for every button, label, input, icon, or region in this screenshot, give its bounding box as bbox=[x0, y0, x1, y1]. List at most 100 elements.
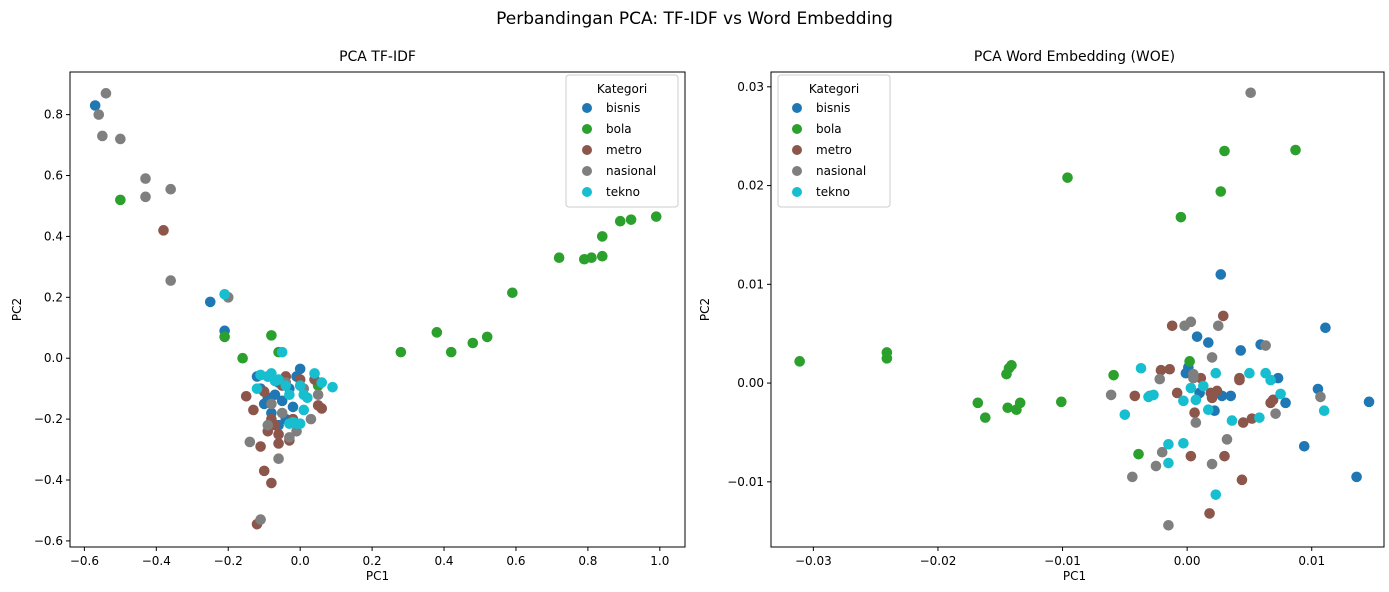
woe-point-bola bbox=[1006, 359, 1017, 371]
tfidf-point-nasional bbox=[165, 275, 177, 286]
tfidf-point-bisnis bbox=[89, 100, 101, 111]
tfidf-legend-marker-tekno bbox=[582, 187, 592, 197]
tfidf-x-tick-label: −0.6 bbox=[70, 554, 99, 568]
tfidf-point-nasional bbox=[284, 432, 295, 443]
woe-point-metro bbox=[1171, 387, 1183, 399]
tfidf-point-bola bbox=[219, 331, 230, 343]
woe-point-tekno bbox=[1178, 438, 1189, 449]
tfidf-ticks: −0.6 −0.4 −0.2 0.0 0.2 0.4 0.6 0.8 1.0 −0.6 −0.4 −0… bbox=[34, 108, 670, 568]
tfidf-legend-frame bbox=[565, 74, 679, 208]
woe-point-tekno bbox=[1275, 388, 1286, 400]
tfidf-x-tick-label: 0.4 bbox=[434, 554, 453, 568]
tfidf-point-tekno bbox=[327, 381, 338, 393]
tfidf-point-metro bbox=[273, 438, 284, 449]
tfidf-legend-marker-metro bbox=[582, 145, 592, 155]
tfidf-point-nasional bbox=[93, 109, 105, 120]
tfidf-point-tekno bbox=[298, 404, 310, 416]
woe-point-nasional bbox=[1206, 352, 1218, 363]
tfidf-legend: Kategori bisnis bola metro nasional tekno bbox=[565, 74, 679, 208]
woe-point-tekno bbox=[1190, 394, 1202, 406]
woe-point-bisnis bbox=[1191, 331, 1203, 342]
tfidf-point-tekno bbox=[280, 380, 292, 391]
tfidf-point-nasional bbox=[140, 173, 151, 184]
tfidf-x-tick-label: −0.4 bbox=[142, 554, 171, 568]
woe-point-tekno bbox=[1226, 415, 1238, 426]
woe-legend-marker-metro bbox=[792, 145, 802, 155]
tfidf-point-nasional bbox=[255, 514, 266, 525]
woe-point-bola bbox=[1056, 396, 1067, 408]
tfidf-point-tekno bbox=[316, 377, 328, 388]
tfidf-points bbox=[89, 88, 662, 530]
woe-point-nasional bbox=[1206, 458, 1218, 470]
woe-point-metro bbox=[1189, 407, 1200, 418]
woe-legend-label-metro: metro bbox=[816, 143, 852, 157]
tfidf-point-metro bbox=[273, 429, 284, 440]
tfidf-point-tekno bbox=[309, 368, 320, 379]
tfidf-point-tekno bbox=[251, 383, 263, 394]
tfidf-point-bola bbox=[395, 346, 407, 358]
woe-points bbox=[794, 87, 1375, 531]
woe-point-metro bbox=[1185, 450, 1197, 462]
tfidf-point-bola bbox=[445, 346, 457, 358]
tfidf-plot-frame bbox=[69, 71, 686, 548]
woe-chart-title: PCA Word Embedding (WOE) bbox=[974, 49, 1175, 65]
tfidf-y-tick-label: 0.0 bbox=[44, 351, 63, 365]
tfidf-point-tekno bbox=[294, 380, 306, 391]
tfidf-point-nasional bbox=[244, 436, 256, 448]
tfidf-point-bola bbox=[431, 327, 443, 338]
woe-point-bola bbox=[1175, 211, 1187, 223]
woe-point-metro bbox=[1166, 320, 1178, 332]
tfidf-point-nasional bbox=[276, 407, 288, 419]
tfidf-point-bola bbox=[596, 250, 608, 262]
tfidf-point-bisnis bbox=[287, 401, 299, 413]
woe-point-bisnis bbox=[1215, 269, 1227, 280]
woe-point-metro bbox=[1219, 450, 1230, 462]
tfidf-point-nasional bbox=[115, 133, 126, 145]
tfidf-point-nasional bbox=[312, 389, 324, 401]
woe-point-bisnis bbox=[1203, 337, 1214, 348]
woe-x-axis-label: PC1 bbox=[1063, 569, 1086, 583]
tfidf-point-nasional bbox=[266, 398, 277, 410]
woe-point-nasional bbox=[1127, 471, 1138, 483]
tfidf-point-bola bbox=[586, 252, 597, 264]
woe-point-tekno bbox=[1163, 457, 1174, 469]
woe-point-bisnis bbox=[1298, 440, 1310, 452]
woe-legend-frame bbox=[777, 74, 891, 208]
tfidf-y-tick-label: −0.6 bbox=[34, 534, 63, 548]
woe-legend-marker-nasional bbox=[792, 166, 802, 176]
woe-y-tick-label: 0.00 bbox=[737, 376, 764, 390]
woe-point-nasional bbox=[1270, 408, 1281, 419]
tfidf-x-tick-label: 0.0 bbox=[291, 554, 310, 568]
woe-point-metro bbox=[1155, 364, 1167, 376]
woe-point-tekno bbox=[1185, 382, 1197, 394]
woe-point-nasional bbox=[1221, 434, 1233, 445]
tfidf-y-tick-label: 0.8 bbox=[44, 108, 63, 122]
woe-point-bola bbox=[1184, 356, 1195, 367]
woe-point-tekno bbox=[1318, 405, 1330, 417]
tfidf-legend-label-nasional: nasional bbox=[606, 164, 656, 178]
woe-legend-label-tekno: tekno bbox=[816, 185, 850, 199]
woe-point-metro bbox=[1236, 474, 1248, 486]
tfidf-point-nasional bbox=[97, 130, 108, 142]
tfidf-point-nasional bbox=[165, 183, 177, 195]
tfidf-point-nasional bbox=[262, 419, 274, 431]
tfidf-point-bola bbox=[507, 287, 518, 299]
woe-point-metro bbox=[1237, 417, 1249, 428]
woe-point-tekno bbox=[1265, 374, 1276, 386]
tfidf-point-bisnis bbox=[269, 389, 281, 401]
tfidf-point-bola bbox=[614, 215, 626, 227]
woe-point-tekno bbox=[1135, 362, 1147, 374]
tfidf-point-nasional bbox=[273, 453, 284, 464]
woe-point-nasional bbox=[1105, 389, 1117, 401]
woe-point-nasional bbox=[1163, 519, 1174, 531]
tfidf-x-tick-label: 0.8 bbox=[578, 554, 597, 568]
tfidf-point-tekno bbox=[273, 374, 284, 385]
tfidf-point-metro bbox=[258, 465, 270, 477]
woe-point-tekno bbox=[1178, 395, 1189, 407]
woe-point-bola bbox=[794, 356, 805, 367]
tfidf-point-bisnis bbox=[294, 363, 306, 375]
tfidf-point-bola bbox=[596, 231, 608, 242]
tfidf-point-bisnis bbox=[204, 296, 216, 308]
woe-ticks: −0.03 −0.02 −0.01 0.00 0.01 −0.01 0.00 0.01 0.02… bbox=[727, 80, 1325, 568]
